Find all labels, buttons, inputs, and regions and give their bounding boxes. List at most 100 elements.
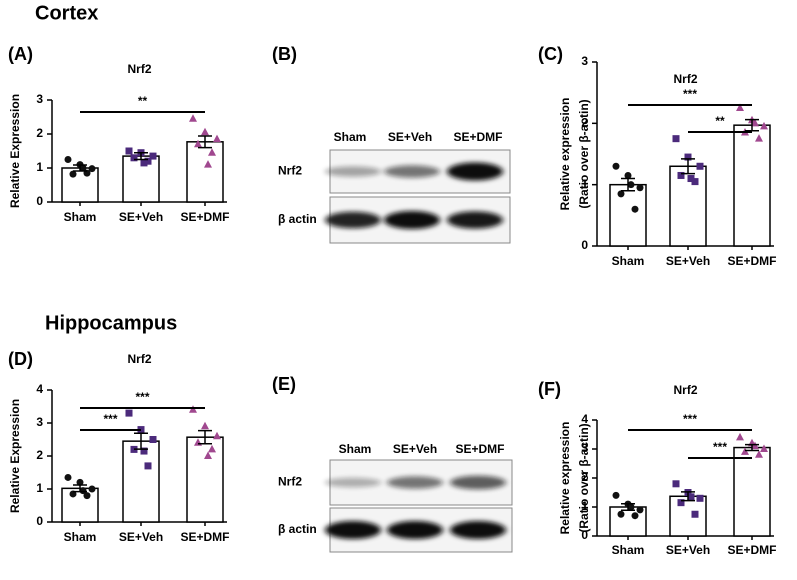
error-bar xyxy=(73,164,87,172)
x-tick-label: SE+Veh xyxy=(666,543,710,557)
error-bar xyxy=(198,135,212,149)
x-tick-label: Sham xyxy=(612,543,645,557)
data-point xyxy=(636,184,644,192)
data-point xyxy=(88,485,96,493)
data-point xyxy=(612,162,620,170)
data-point xyxy=(189,405,197,413)
lane-label: SE+DMF xyxy=(455,442,504,456)
bar xyxy=(609,183,647,247)
data-point xyxy=(736,432,744,441)
bar xyxy=(61,487,99,523)
y-tick-label: 2 xyxy=(36,126,43,140)
data-point xyxy=(631,205,639,213)
blot-band xyxy=(384,211,440,229)
y-tick-label: 0 xyxy=(581,528,588,542)
lane-label: SE+Veh xyxy=(388,130,432,144)
bar xyxy=(669,495,707,537)
data-point xyxy=(672,480,680,488)
data-point xyxy=(88,165,96,173)
y-tick-label: 1 xyxy=(581,499,588,513)
y-tick-label: 1 xyxy=(36,160,43,174)
data-point xyxy=(125,409,133,417)
data-point xyxy=(755,450,763,458)
data-point xyxy=(64,473,72,481)
data-point xyxy=(140,159,148,167)
y-tick-label: 2 xyxy=(36,448,43,462)
y-tick-label: 3 xyxy=(36,415,43,429)
x-tick-label: SE+Veh xyxy=(119,530,163,544)
blot-band xyxy=(325,211,381,229)
data-point xyxy=(79,164,87,172)
y-tick-label: 0 xyxy=(36,514,43,528)
lane-label: SE+DMF xyxy=(453,130,502,144)
blot-band xyxy=(450,475,506,490)
data-point xyxy=(149,436,157,443)
y-tick-label: 1 xyxy=(581,177,588,191)
x-tick-label: SE+DMF xyxy=(727,254,776,268)
significance-label: *** xyxy=(135,390,149,404)
data-point xyxy=(677,499,685,507)
data-point xyxy=(624,171,632,179)
panel-label: (B) xyxy=(272,44,297,64)
data-point xyxy=(755,134,763,142)
x-tick-label: Sham xyxy=(64,210,97,224)
blot-band xyxy=(450,521,506,539)
y-tick-label: 0 xyxy=(36,194,43,208)
data-point xyxy=(736,103,744,111)
x-tick-label: SE+DMF xyxy=(180,210,229,224)
data-point xyxy=(760,121,768,130)
bar xyxy=(733,124,771,247)
bar xyxy=(186,141,224,203)
data-point xyxy=(76,478,84,486)
section-title: Hippocampus xyxy=(45,312,177,334)
error-bar xyxy=(745,443,759,452)
x-tick-label: SE+DMF xyxy=(180,530,229,544)
y-axis-label: (Ratio over β-actin) xyxy=(577,423,591,532)
error-bar xyxy=(134,432,148,450)
data-point xyxy=(189,114,197,122)
panel-label: (D) xyxy=(8,349,33,369)
data-point xyxy=(130,154,138,162)
y-tick-label: 4 xyxy=(581,412,588,426)
data-point xyxy=(696,162,704,170)
x-tick-label: Sham xyxy=(64,530,97,544)
data-point xyxy=(672,135,680,143)
significance-label: *** xyxy=(683,412,697,426)
chart-title: Nrf2 xyxy=(127,62,151,76)
data-point xyxy=(617,510,625,518)
y-tick-label: 4 xyxy=(36,382,43,396)
error-bar xyxy=(745,118,759,132)
y-tick-label: 3 xyxy=(581,54,588,68)
x-tick-label: Sham xyxy=(612,254,645,268)
data-point xyxy=(83,492,91,500)
data-point xyxy=(687,175,695,183)
blot-band xyxy=(325,166,381,177)
blot-band xyxy=(325,477,381,488)
y-axis-label: Relative expression xyxy=(558,422,572,535)
data-point xyxy=(627,181,635,189)
data-point xyxy=(208,444,216,453)
y-tick-label: 2 xyxy=(581,116,588,130)
data-point xyxy=(684,153,692,161)
data-point xyxy=(79,487,87,495)
chart-title: Nrf2 xyxy=(127,352,151,366)
data-point xyxy=(677,171,685,179)
blot-band xyxy=(387,476,443,489)
bar xyxy=(61,167,99,203)
data-point xyxy=(636,506,644,514)
x-tick-label: SE+DMF xyxy=(727,543,776,557)
data-point xyxy=(144,157,152,165)
lane-label: SE+Veh xyxy=(393,442,437,456)
data-point xyxy=(213,431,221,440)
blot-band xyxy=(325,521,381,539)
data-point xyxy=(691,178,699,186)
row-label: Nrf2 xyxy=(278,475,302,489)
error-bar xyxy=(134,151,148,161)
blot-band xyxy=(447,162,503,181)
data-point xyxy=(201,421,209,430)
error-bar xyxy=(621,503,635,511)
data-point xyxy=(144,462,152,470)
lane-label: Sham xyxy=(339,442,372,456)
data-point xyxy=(696,494,704,502)
x-tick-label: SE+Veh xyxy=(119,210,163,224)
